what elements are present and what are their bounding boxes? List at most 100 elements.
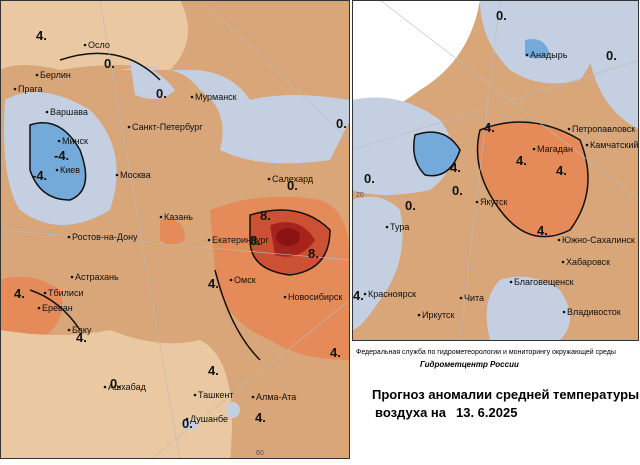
city-dot bbox=[193, 393, 197, 397]
city-dot bbox=[43, 291, 47, 295]
contour-label: 4. bbox=[330, 345, 341, 360]
city-label: Красноярск bbox=[368, 289, 416, 299]
contour-label: 4. bbox=[516, 153, 527, 168]
city-dot bbox=[207, 238, 211, 242]
city-dot bbox=[251, 395, 255, 399]
city-dot bbox=[557, 238, 561, 242]
city-dot bbox=[509, 280, 513, 284]
city-label: Минск bbox=[62, 136, 88, 146]
city-dot bbox=[103, 385, 107, 389]
city-dot bbox=[532, 147, 536, 151]
contour-label: -4. bbox=[54, 148, 69, 163]
contour-label: 0. bbox=[452, 183, 463, 198]
title-line1: Прогноз аномалии средней температуры bbox=[372, 387, 639, 402]
city-dot bbox=[57, 139, 61, 143]
city-label: Душанбе bbox=[190, 414, 228, 424]
city-dot bbox=[35, 73, 39, 77]
contour-label: 0. bbox=[405, 198, 416, 213]
city-label: Хабаровск bbox=[566, 257, 610, 267]
contour-label: 4. bbox=[255, 410, 266, 425]
contour-label: 0. bbox=[606, 48, 617, 63]
city-dot bbox=[45, 110, 49, 114]
city-label: Осло bbox=[88, 40, 110, 50]
city-dot bbox=[55, 168, 59, 172]
contour-label: 4. bbox=[450, 160, 461, 175]
city-label: Магадан bbox=[537, 144, 573, 154]
city-label: Ташкент bbox=[198, 390, 233, 400]
city-label: Новосибирск bbox=[288, 292, 342, 302]
city-dot bbox=[37, 306, 41, 310]
city-dot bbox=[190, 95, 194, 99]
city-dot bbox=[417, 313, 421, 317]
city-dot bbox=[229, 278, 233, 282]
city-label: Ростов-на-Дону bbox=[72, 232, 138, 242]
center: Гидрометцентр России bbox=[420, 360, 519, 369]
contour-label: 4. bbox=[14, 286, 25, 301]
contour-label: 0. bbox=[104, 56, 115, 71]
contour-label: -4. bbox=[32, 168, 47, 183]
city-label: Санкт-Петербург bbox=[132, 122, 203, 132]
city-label: Омск bbox=[234, 275, 256, 285]
contour-label: 4. bbox=[484, 120, 495, 135]
city-label: Якутск bbox=[480, 197, 508, 207]
city-label: Южно-Сахалинск bbox=[562, 235, 635, 245]
city-dot bbox=[585, 143, 589, 147]
city-dot bbox=[67, 328, 71, 332]
city-label: Прага bbox=[18, 84, 43, 94]
title-line2: воздуха на bbox=[375, 405, 447, 420]
city-dot bbox=[283, 295, 287, 299]
contour-label: 8. bbox=[308, 246, 319, 261]
grid-label: 20 bbox=[356, 192, 364, 199]
contour-label: 4. bbox=[36, 28, 47, 43]
city-label: Ашхабад bbox=[108, 382, 147, 392]
city-dot bbox=[83, 43, 87, 47]
contour-label: 8. bbox=[260, 208, 271, 223]
footer: Федеральная служба по гидрометеорологии … bbox=[356, 348, 639, 420]
city-dot bbox=[363, 292, 367, 296]
contour-label: 0. bbox=[156, 86, 167, 101]
city-dot bbox=[267, 177, 271, 181]
city-label: Петропавловск bbox=[572, 124, 635, 134]
contour-label: 8. bbox=[250, 233, 261, 248]
city-label: Ереван bbox=[42, 303, 73, 313]
city-label: Тура bbox=[390, 222, 409, 232]
city-dot bbox=[127, 125, 131, 129]
city-label: Москва bbox=[120, 170, 151, 180]
contour-label: 4. bbox=[76, 330, 87, 345]
left-map bbox=[1, 1, 349, 458]
city-label: Казань bbox=[164, 212, 193, 222]
city-dot bbox=[159, 215, 163, 219]
contour-label: 0. bbox=[336, 116, 347, 131]
city-label: Владивосток bbox=[567, 307, 621, 317]
city-dot bbox=[385, 225, 389, 229]
city-dot bbox=[70, 275, 74, 279]
city-label: Анадырь bbox=[530, 50, 568, 60]
date: 13. 6.2025 bbox=[456, 405, 517, 420]
contour-label: 4. bbox=[537, 223, 548, 238]
city-dot bbox=[562, 310, 566, 314]
left-frame bbox=[0, 0, 350, 459]
contour-label: 0. bbox=[287, 178, 298, 193]
grid-label: 60 bbox=[256, 450, 264, 457]
contour-label: 0. bbox=[182, 416, 193, 431]
city-label: Берлин bbox=[40, 70, 71, 80]
contour-label: 4. bbox=[353, 288, 364, 303]
contour-label: 0. bbox=[364, 171, 375, 186]
city-label: Алма-Ата bbox=[256, 392, 296, 402]
city-dot bbox=[567, 127, 571, 131]
city-dot bbox=[185, 417, 189, 421]
city-dot bbox=[115, 173, 119, 177]
city-label: Благовещенск bbox=[514, 277, 574, 287]
city-label: Салехард bbox=[272, 174, 314, 184]
city-dot bbox=[561, 260, 565, 264]
right-frame bbox=[352, 0, 639, 341]
city-label: Чита bbox=[464, 293, 484, 303]
city-label: Астрахань bbox=[75, 272, 119, 282]
city-label: Тбилиси bbox=[48, 288, 84, 298]
city-dot bbox=[13, 87, 17, 91]
city-dot bbox=[459, 296, 463, 300]
city-label: Екатеринбург bbox=[212, 235, 269, 245]
contour-label: 0. bbox=[110, 376, 121, 391]
city-label: Варшава bbox=[50, 107, 88, 117]
city-label: Баку bbox=[72, 325, 92, 335]
